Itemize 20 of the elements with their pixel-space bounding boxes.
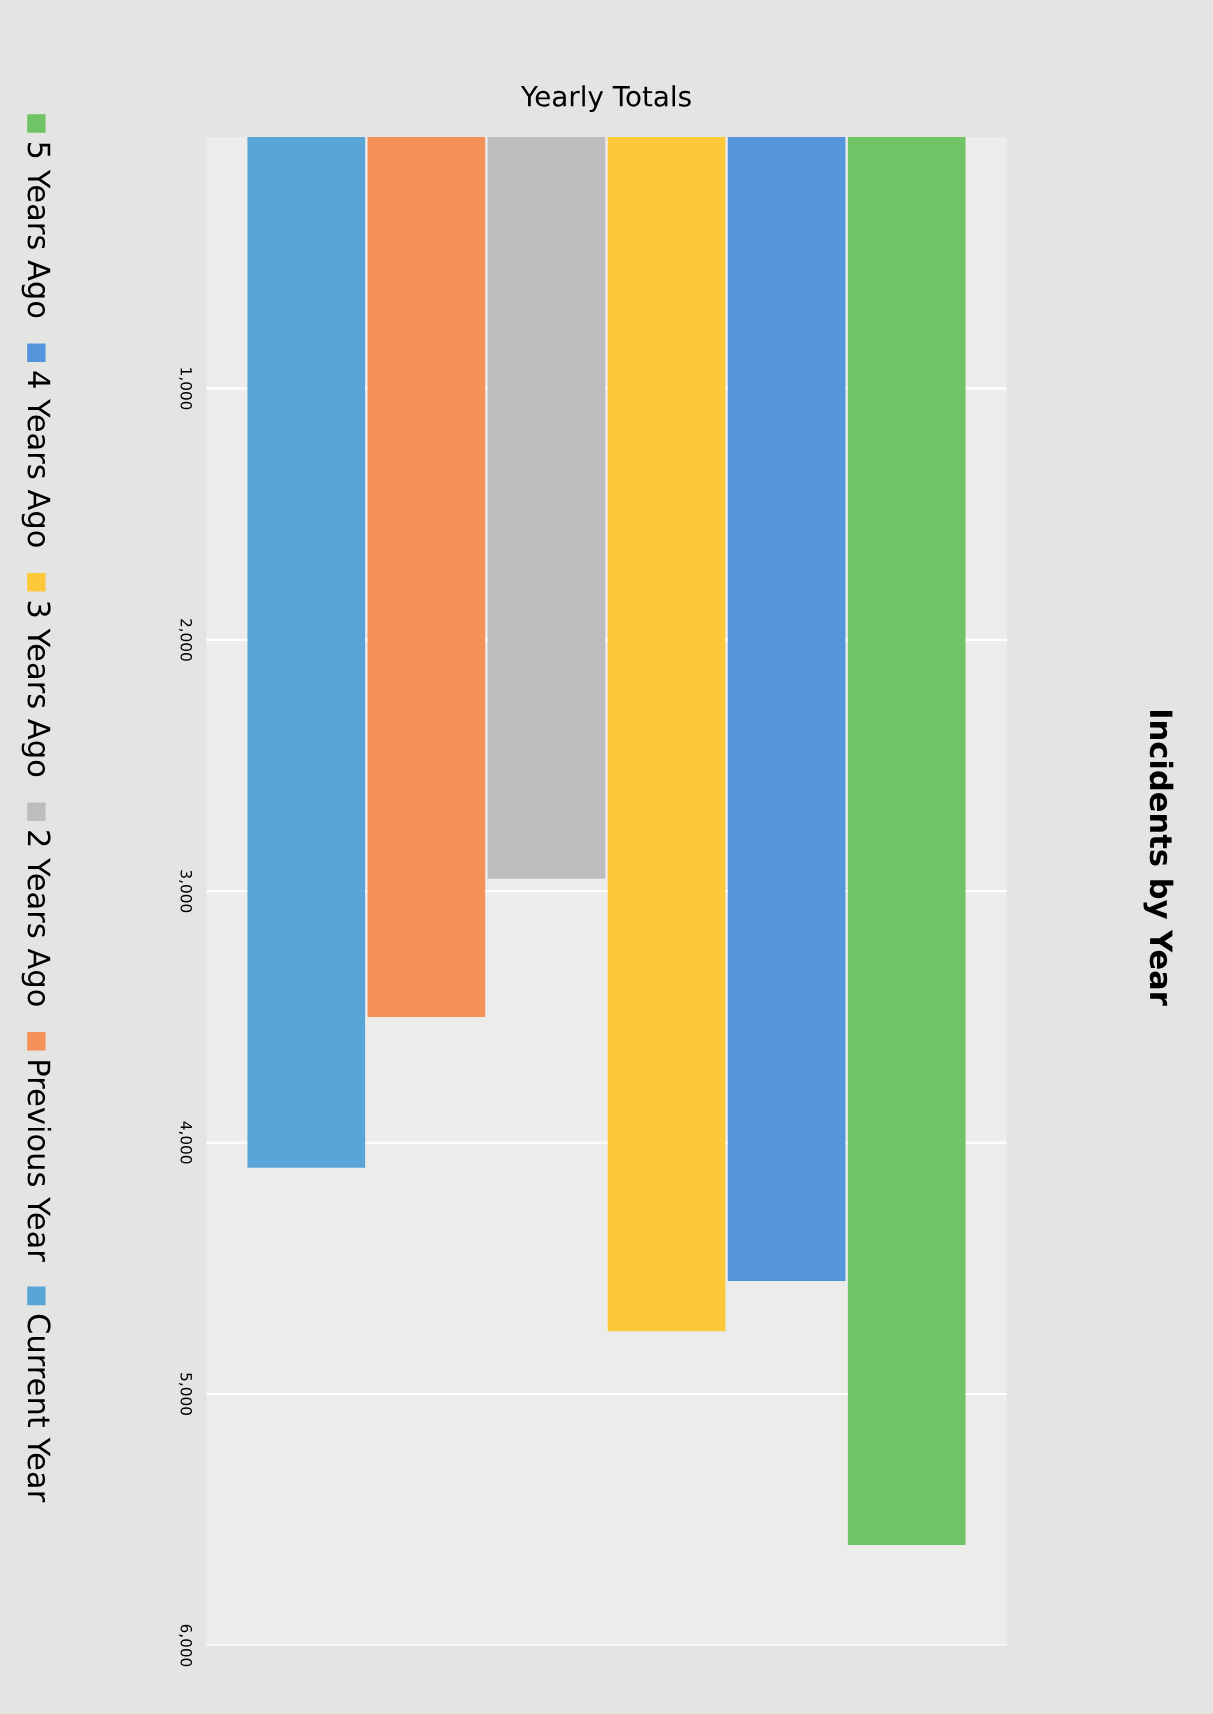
bar xyxy=(847,137,966,1545)
y-tick-label: 4,000 xyxy=(178,1121,193,1164)
bar xyxy=(487,137,606,879)
y-tick-label: 5,000 xyxy=(178,1373,193,1415)
legend-label: 2 Years Ago xyxy=(21,831,51,1006)
x-tick-label: Yearly Totals xyxy=(520,85,691,113)
legend-label: 5 Years Ago xyxy=(21,142,51,318)
legend-label: 3 Years Ago xyxy=(21,601,51,777)
bar xyxy=(607,137,726,1332)
legend-label: 4 Years Ago xyxy=(21,371,51,547)
bar xyxy=(727,137,846,1281)
bar xyxy=(367,137,486,1017)
y-tick-label: 2,000 xyxy=(178,619,193,661)
text: Incidents by Year xyxy=(1143,710,1174,1006)
legend-label: Current Year xyxy=(27,1314,51,1503)
legend-label: Previous Year xyxy=(27,1061,52,1262)
y-tick-label: 6,000 xyxy=(178,1624,193,1667)
y-tick-label: 3,000 xyxy=(178,870,193,913)
bar xyxy=(247,137,366,1168)
y-tick-label: 1,000 xyxy=(178,368,193,410)
